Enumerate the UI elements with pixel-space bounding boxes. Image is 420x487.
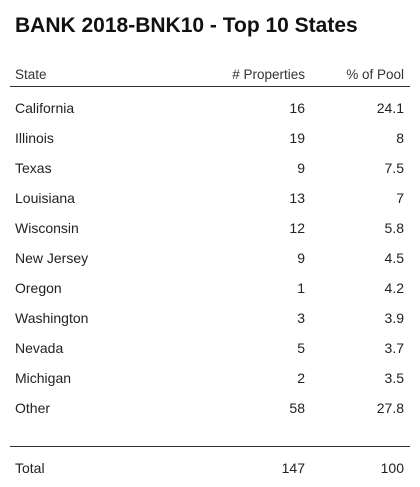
table-row: Wisconsin 12 5.8 (10, 213, 410, 243)
cell-pct: 8 (396, 130, 404, 146)
cell-state: Illinois (15, 130, 54, 146)
cell-properties: 1 (297, 280, 305, 296)
cell-state: Louisiana (15, 190, 75, 206)
cell-state: Washington (15, 310, 89, 326)
states-table: State # Properties % of Pool California 1… (10, 64, 410, 483)
total-pct: 100 (380, 460, 404, 476)
chart-title: BANK 2018-BNK10 - Top 10 States (15, 14, 358, 37)
cell-pct: 3.7 (384, 340, 404, 356)
cell-properties: 9 (297, 160, 305, 176)
cell-state: Wisconsin (15, 220, 79, 236)
total-properties: 147 (281, 460, 305, 476)
cell-properties: 2 (297, 370, 305, 386)
table-row: Other 58 27.8 (10, 393, 410, 423)
cell-state: New Jersey (15, 250, 89, 266)
table-row: Louisiana 13 7 (10, 183, 410, 213)
table-row: Oregon 1 4.2 (10, 273, 410, 303)
cell-state: California (15, 100, 75, 116)
cell-properties: 3 (297, 310, 305, 326)
table-total-row: Total 147 100 (10, 453, 410, 483)
table-row: New Jersey 9 4.5 (10, 243, 410, 273)
table-row: Nevada 5 3.7 (10, 333, 410, 363)
cell-pct: 27.8 (376, 400, 404, 416)
cell-state: Texas (15, 160, 52, 176)
cell-properties: 13 (289, 190, 305, 206)
cell-properties: 58 (289, 400, 305, 416)
table-row: Michigan 2 3.5 (10, 363, 410, 393)
table-row: Illinois 19 8 (10, 123, 410, 153)
cell-properties: 19 (289, 130, 305, 146)
cell-state: Oregon (15, 280, 62, 296)
column-header-properties: # Properties (232, 67, 305, 82)
table-body: California 16 24.1 Illinois 19 8 Texas 9 7.5 Loui… (10, 87, 410, 423)
cell-state: Nevada (15, 340, 64, 356)
table-row: Washington 3 3.9 (10, 303, 410, 333)
cell-properties: 9 (297, 250, 305, 266)
cell-pct: 24.1 (376, 100, 404, 116)
cell-pct: 7.5 (384, 160, 404, 176)
cell-properties: 5 (297, 340, 305, 356)
cell-pct: 5.8 (384, 220, 404, 236)
table-row: California 16 24.1 (10, 93, 410, 123)
total-divider (10, 446, 410, 447)
cell-properties: 12 (289, 220, 305, 236)
total-label: Total (15, 460, 45, 476)
cell-properties: 16 (289, 100, 305, 116)
cell-pct: 3.9 (384, 310, 404, 326)
cell-state: Michigan (15, 370, 72, 386)
cell-pct: 3.5 (384, 370, 404, 386)
table-row: Texas 9 7.5 (10, 153, 410, 183)
table-header-row: State # Properties % of Pool (10, 64, 410, 87)
cell-pct: 7 (396, 190, 404, 206)
cell-pct: 4.5 (384, 250, 404, 266)
column-header-state: State (15, 67, 47, 82)
cell-pct: 4.2 (384, 280, 404, 296)
cell-state: Other (15, 400, 51, 416)
column-header-pct: % of Pool (346, 67, 404, 82)
